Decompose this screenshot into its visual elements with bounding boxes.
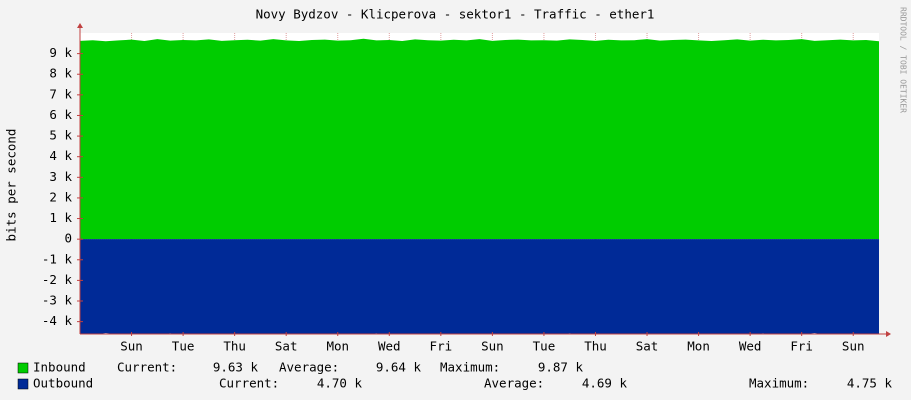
legend-stat-value: 9.63 k <box>213 360 259 375</box>
legend-label: Outbound <box>33 376 93 391</box>
y-tick-label: -3 k <box>42 293 73 308</box>
y-tick-label: 0 <box>64 231 72 246</box>
watermark: RRDTOOL / TOBI OETIKER <box>899 7 908 113</box>
x-tick-label: Tue <box>533 339 556 354</box>
y-tick-label: 2 k <box>49 189 72 204</box>
x-tick-label: Sun <box>481 339 504 354</box>
legend-stat-label: Maximum: <box>749 376 809 391</box>
legend-stat-label: Average: <box>484 376 544 391</box>
x-tick-label: Mon <box>687 339 710 354</box>
y-tick-label: 7 k <box>49 86 72 101</box>
x-tick-label: Sun <box>842 339 865 354</box>
y-tick-label: 8 k <box>49 66 72 81</box>
area <box>80 239 879 334</box>
x-tick-label: Fri <box>430 339 453 354</box>
legend-stat-label: Current: <box>117 360 177 375</box>
legend: Inbound Current: 9.63 k Average: 9.64 k Maxim… <box>17 360 893 391</box>
y-tick-label: 9 k <box>49 45 72 60</box>
legend-stat-value: 4.69 k <box>582 376 628 391</box>
x-axis-arrow <box>886 331 891 337</box>
y-axis-label: bits per second <box>4 129 19 242</box>
x-tick-label: Thu <box>584 339 607 354</box>
y-tick-label: 1 k <box>49 210 72 225</box>
legend-stat-label: Current: <box>219 376 279 391</box>
axes: -4 k -3 k -2 k -1 k 0 1 k 2 k 3 k 4 k 5 k 6 k 7 k 8 … <box>42 23 891 354</box>
y-tick-label: 6 k <box>49 107 72 122</box>
y-tick-label: -2 k <box>42 272 73 287</box>
legend-stat-value: 9.64 k <box>376 360 422 375</box>
x-tick-label: Fri <box>790 339 813 354</box>
x-tick-label: Sat <box>636 339 659 354</box>
x-tick-label: Wed <box>739 339 762 354</box>
x-tick-label: Tue <box>172 339 195 354</box>
area <box>80 38 879 240</box>
y-tick-label: -4 k <box>42 313 73 328</box>
x-tick-label: Mon <box>326 339 349 354</box>
y-tick-label: 5 k <box>49 128 72 143</box>
x-tick-label: Wed <box>378 339 401 354</box>
legend-swatch <box>17 362 29 374</box>
y-tick-label: 3 k <box>49 169 72 184</box>
x-tick-label: Sun <box>120 339 143 354</box>
legend-stat-label: Average: <box>279 360 339 375</box>
x-tick-label: Thu <box>223 339 246 354</box>
legend-stat-value: 4.70 k <box>317 376 363 391</box>
legend-stat-label: Maximum: <box>440 360 500 375</box>
x-tick-label: Sat <box>275 339 298 354</box>
chart-title: Novy Bydzov - Klicperova - sektor1 - Tra… <box>256 7 655 22</box>
y-axis-arrow <box>77 23 83 28</box>
legend-stat-value: 4.75 k <box>847 376 893 391</box>
y-tick-label: 4 k <box>49 148 72 163</box>
legend-label: Inbound <box>33 360 86 375</box>
areas <box>80 38 879 334</box>
legend-stat-value: 9.87 k <box>538 360 584 375</box>
y-tick-label: -1 k <box>42 251 73 266</box>
legend-swatch <box>17 378 29 390</box>
